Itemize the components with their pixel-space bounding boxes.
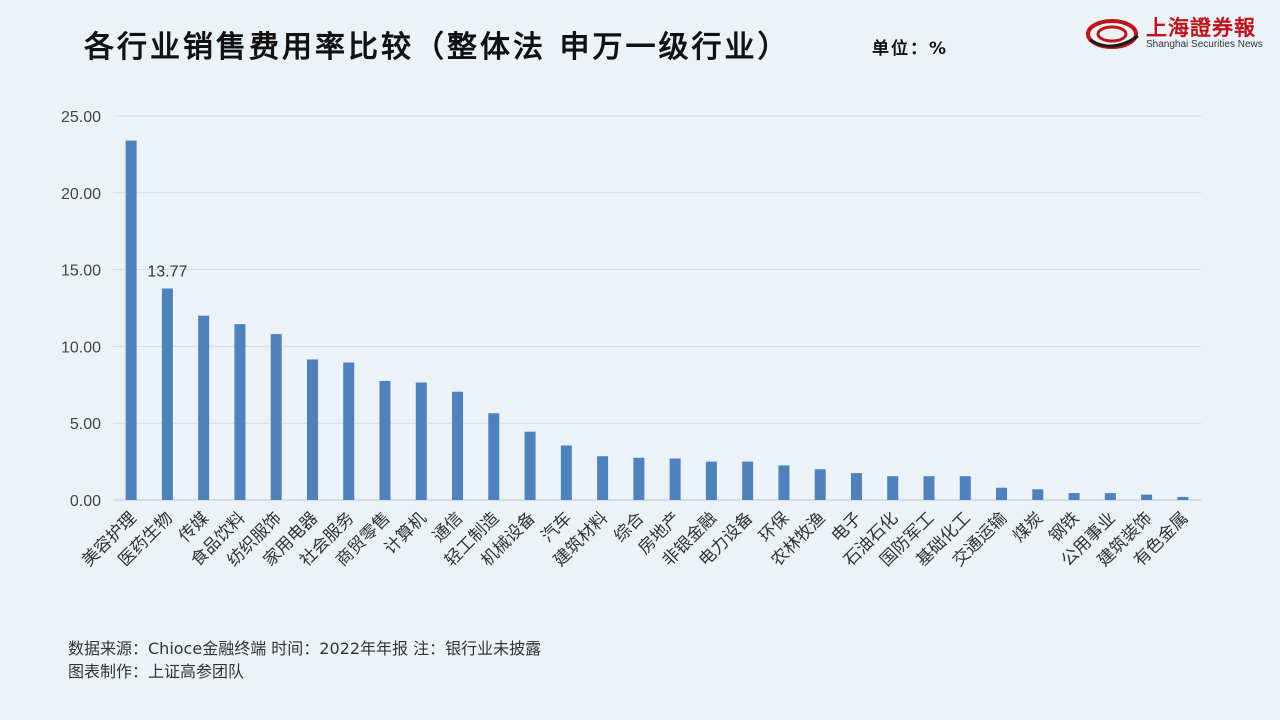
bar: [343, 362, 355, 500]
y-tick-label: 10.00: [61, 339, 101, 356]
grid-lines: [113, 115, 1201, 501]
y-tick-label: 20.00: [61, 186, 101, 203]
bar: [1032, 489, 1044, 500]
bars: [125, 140, 1189, 501]
bar: [452, 391, 464, 500]
data-labels: 13.77: [147, 263, 187, 280]
bar: [814, 469, 826, 500]
y-tick-label: 5.00: [70, 416, 101, 433]
bar: [379, 380, 391, 500]
unit-label: 单位：%: [872, 39, 949, 59]
bar: [923, 476, 935, 500]
bar: [633, 457, 645, 500]
bar: [306, 359, 318, 500]
bar: [1068, 493, 1080, 500]
bar: [125, 140, 137, 501]
y-axis-ticks: 0.00 5.00 10.00 15.00 20.00 25.00: [61, 109, 101, 510]
bar-data-label: 13.77: [147, 263, 187, 280]
credit-note: 图表制作：上证高参团队: [68, 662, 245, 681]
bar: [850, 473, 862, 500]
bar: [742, 461, 754, 500]
bar: [669, 458, 681, 500]
logo-swirl-icon: [1086, 19, 1139, 49]
logo-english-name: Shanghai Securities News: [1146, 39, 1263, 50]
source-note: 数据来源：Chioce金融终端 时间：2022年年报 注：银行业未披露: [68, 639, 542, 658]
bar: [597, 456, 609, 500]
y-tick-label: 0.00: [70, 493, 101, 510]
bar: [705, 461, 717, 500]
x-tick-label: 计算机: [381, 508, 431, 558]
bar: [1104, 493, 1116, 500]
bar: [270, 334, 282, 500]
bar: [161, 288, 173, 500]
y-tick-label: 15.00: [61, 263, 101, 280]
bar: [198, 315, 210, 500]
bar: [560, 445, 572, 500]
footer-notes: 数据来源：Chioce金融终端 时间：2022年年报 注：银行业未披露 图表制作…: [68, 637, 541, 683]
chart-title: 各行业销售费用率比较（整体法 申万一级行业）: [84, 30, 791, 65]
x-axis-labels: 美容护理医药生物传媒食品饮料纺织服饰家用电器社会服务商贸零售计算机通信轻工制造机…: [78, 508, 1192, 570]
logo-chinese-name: 上海證券報: [1146, 15, 1256, 40]
bar: [887, 476, 899, 500]
bar: [488, 413, 500, 500]
bar: [415, 382, 427, 500]
publisher-logo: 上海證券報 Shanghai Securities News: [1086, 12, 1266, 56]
bar: [234, 324, 246, 500]
bar: [996, 487, 1008, 500]
bar: [959, 476, 971, 500]
bar: [524, 431, 536, 500]
x-tick-label: 煤炭: [1009, 508, 1047, 546]
bar: [1177, 496, 1189, 500]
y-tick-label: 25.00: [61, 109, 101, 126]
bar: [1141, 494, 1153, 500]
bar: [778, 465, 790, 500]
